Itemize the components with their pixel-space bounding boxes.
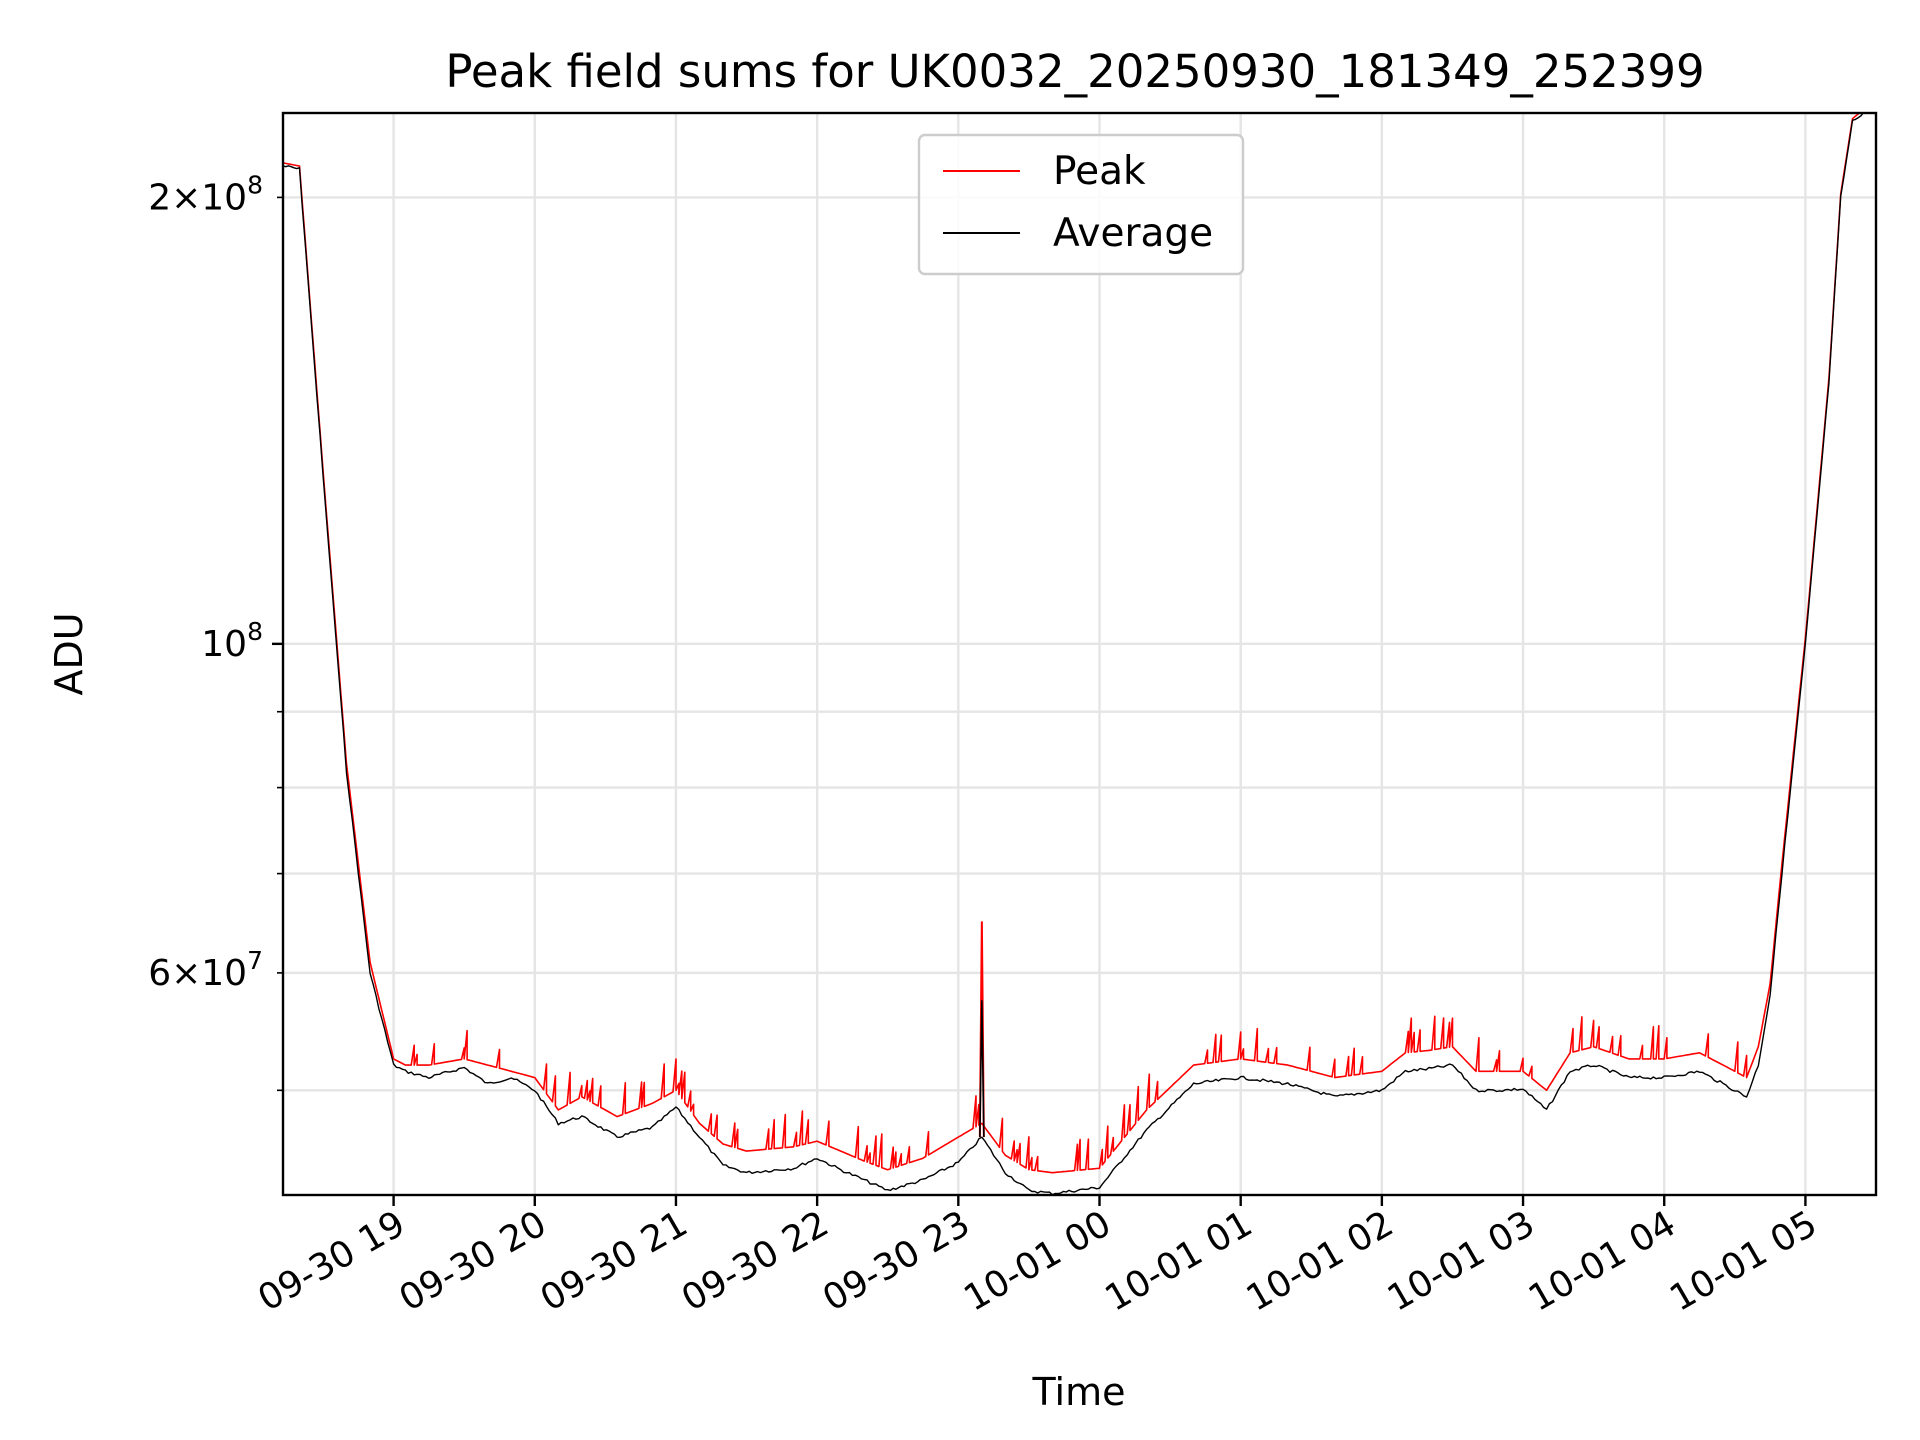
average-spike (979, 1000, 985, 1138)
plot-frame (281, 111, 1878, 1197)
chart-title: Peak field sums for UK0032_20250930_1813… (445, 45, 1704, 98)
legend: Peak Average (917, 133, 1245, 276)
legend-average-label: Average (1053, 211, 1213, 256)
y-tick-label: 2×108 (148, 170, 263, 218)
grid-lines (283, 113, 1876, 1195)
series-average-line (283, 113, 1864, 1195)
y-tick-label: 6×107 (148, 946, 263, 994)
legend-peak-label: Peak (1053, 149, 1146, 194)
y-axis: 2×108 108 6×107 (148, 170, 283, 1092)
y-tick-label: 108 (201, 617, 263, 665)
plot-data (283, 113, 1864, 1195)
series-peak-line (283, 113, 1861, 1174)
legend-box (917, 133, 1245, 276)
y-axis-label: ADU (47, 612, 91, 695)
x-axis-label: Time (1032, 1370, 1126, 1414)
